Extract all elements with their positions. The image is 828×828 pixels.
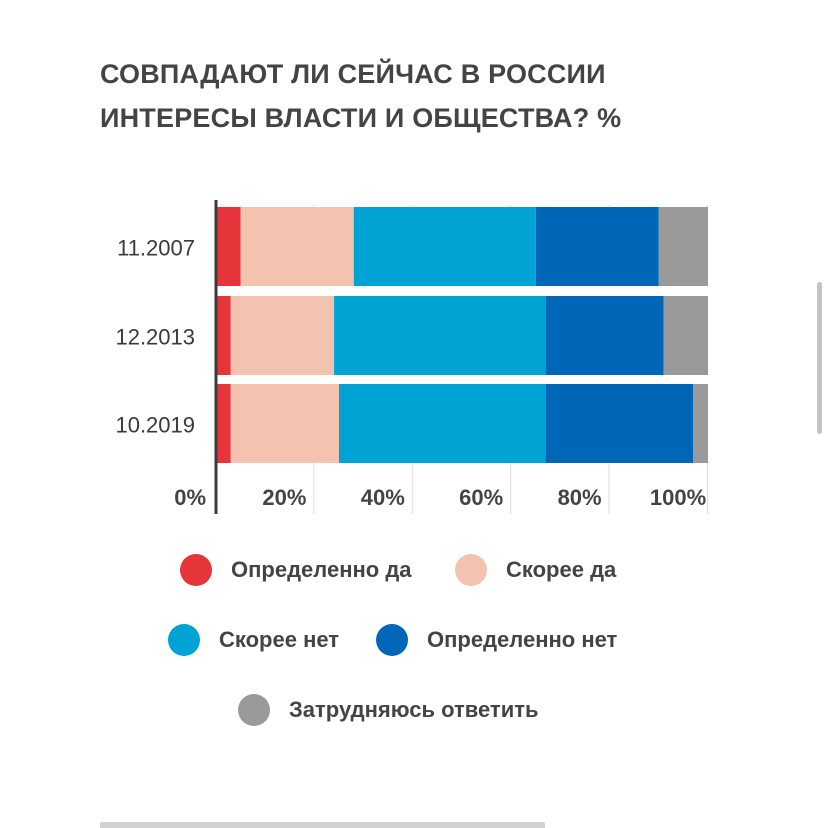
category-label: 12.2013 bbox=[115, 325, 195, 350]
legend-label: Затрудняюсь ответить bbox=[289, 697, 539, 722]
bar-segment bbox=[658, 207, 708, 286]
chart-title: СОВПАДАЮТ ЛИ СЕЙЧАС В РОССИИ ИНТЕРЕСЫ ВЛ… bbox=[100, 52, 740, 140]
x-tick-label: 40% bbox=[361, 485, 405, 510]
bar-segment bbox=[353, 207, 536, 286]
legend-row: Затрудняюсь ответить bbox=[0, 690, 828, 730]
legend-label: Определенно нет bbox=[427, 627, 618, 652]
legend-swatch bbox=[180, 554, 212, 586]
legend-label: Определенно да bbox=[231, 557, 412, 582]
bar-segment bbox=[339, 384, 546, 463]
next-section-heading-cutoff bbox=[100, 812, 740, 828]
x-tick-label: 60% bbox=[459, 485, 503, 510]
category-label: 11.2007 bbox=[117, 236, 195, 261]
legend-item: Скорее да bbox=[455, 550, 616, 590]
legend-label: Скорее нет bbox=[219, 627, 340, 652]
x-tick-label: 0% bbox=[174, 485, 206, 510]
legend-item: Определенно да bbox=[180, 550, 412, 590]
x-tick-label: 20% bbox=[262, 485, 306, 510]
legend-swatch bbox=[168, 624, 200, 656]
chart-title-line-2: ИНТЕРЕСЫ ВЛАСТИ И ОБЩЕСТВА? % bbox=[100, 103, 622, 133]
legend-item: Скорее нет bbox=[168, 620, 339, 660]
legend-label: Скорее да bbox=[506, 557, 617, 582]
legend-row: Определенно да Скорее да bbox=[0, 550, 828, 590]
bar-segment bbox=[663, 296, 708, 375]
bar-segment bbox=[216, 296, 231, 375]
bar-segment bbox=[334, 296, 546, 375]
bar-segment bbox=[230, 384, 339, 463]
bar-segment bbox=[545, 384, 694, 463]
legend-item: Затрудняюсь ответить bbox=[238, 690, 539, 730]
bar-segment bbox=[535, 207, 659, 286]
bar-segment bbox=[240, 207, 354, 286]
stacked-bar-chart: 11.2007 12.2013 10.2019 0% 20% 40% 60% 80% 100% bbox=[115, 200, 708, 514]
legend-swatch bbox=[238, 694, 270, 726]
bar-segment bbox=[545, 296, 664, 375]
legend-swatch bbox=[376, 624, 408, 656]
bar-segment bbox=[216, 207, 241, 286]
bar-gap bbox=[216, 375, 708, 384]
x-tick-label: 100% bbox=[650, 485, 706, 510]
legend-item: Определенно нет bbox=[376, 620, 617, 660]
scrollbar-thumb[interactable] bbox=[817, 282, 822, 434]
x-tick-label: 80% bbox=[558, 485, 602, 510]
legend-row: Скорее нет Определенно нет bbox=[0, 620, 828, 660]
legend-swatch bbox=[455, 554, 487, 586]
bar-segment bbox=[693, 384, 708, 463]
bar-gap bbox=[216, 286, 708, 296]
chart-title-line-1: СОВПАДАЮТ ЛИ СЕЙЧАС В РОССИИ bbox=[100, 59, 606, 89]
bar-segment bbox=[230, 296, 335, 375]
bar-segment bbox=[216, 384, 231, 463]
category-label: 10.2019 bbox=[115, 413, 195, 438]
